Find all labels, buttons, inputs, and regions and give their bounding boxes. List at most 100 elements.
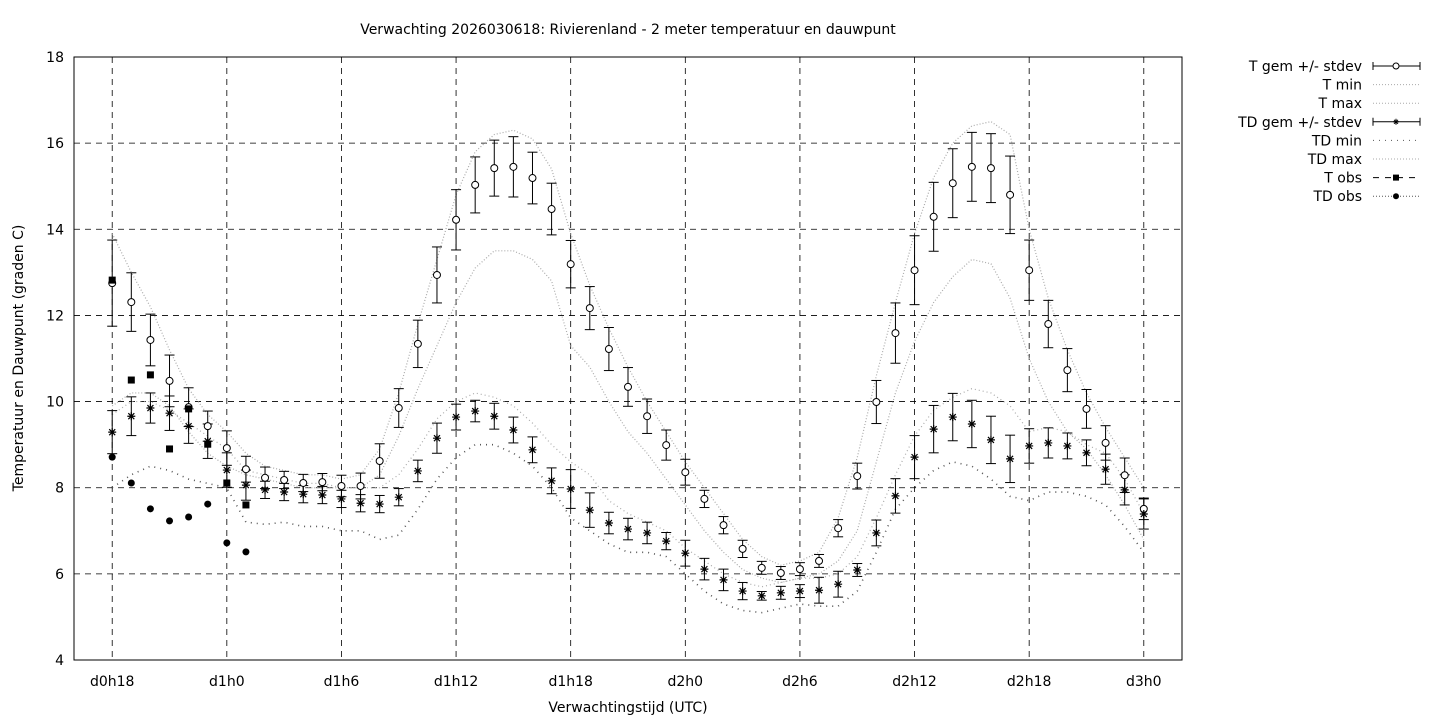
t-mean-point: [1006, 190, 1015, 199]
td-mean-point: [528, 445, 537, 454]
td-mean-point: [1006, 454, 1015, 463]
t-mean-point: [280, 475, 289, 484]
td-mean-point: [547, 476, 556, 485]
td-mean-point: [127, 412, 136, 421]
y-axis-label: Temperatuur en Dauwpunt (graden C): [11, 225, 27, 493]
t-mean-point: [719, 521, 728, 530]
legend-label: T min: [1322, 78, 1362, 94]
td-mean-point: [280, 488, 289, 497]
td-mean-point: [624, 525, 632, 534]
td-mean-point: [146, 404, 155, 413]
t-obs-point: [242, 501, 250, 509]
t-mean-point: [604, 345, 613, 354]
t-mean-point: [891, 329, 900, 338]
td-mean-point: [662, 537, 671, 546]
td-mean-point: [165, 409, 174, 418]
legend-marker: [1393, 174, 1399, 181]
td-mean-point: [337, 494, 346, 503]
t-mean-point: [127, 298, 136, 307]
y-tick-label: 14: [46, 222, 64, 238]
td-mean-point: [967, 419, 976, 428]
t-obs-point: [108, 276, 116, 284]
y-tick-label: 4: [55, 653, 64, 669]
td-mean-point: [241, 481, 250, 490]
legend-td-max: TD max: [1307, 152, 1420, 168]
td-mean-point: [356, 499, 365, 508]
td-obs-point: [204, 500, 212, 508]
legend-t-min: T min: [1322, 78, 1420, 94]
t-mean-point: [146, 335, 155, 344]
x-tick-label: d2h18: [1007, 674, 1051, 690]
td-obs-point: [108, 453, 116, 461]
t-mean-point: [299, 478, 308, 487]
legend-td-mean: TD gem +/- stdev: [1237, 115, 1421, 131]
y-tick-label: 10: [46, 395, 64, 411]
legend-t-max: T max: [1317, 96, 1420, 112]
x-tick-label: d2h0: [668, 674, 704, 690]
td-mean-point: [490, 412, 499, 421]
axis-ticks: 4 6 8 10 12 14 16 18 d0h18 d1h0 d1h6 d1h12 d1h18 d2h0…: [46, 50, 1161, 690]
td-mean-point: [986, 435, 995, 444]
td-mean-point: [910, 453, 919, 462]
td-mean-point: [834, 580, 843, 589]
legend-label: TD min: [1311, 133, 1362, 149]
legend-label: TD gem +/- stdev: [1237, 115, 1362, 131]
x-tick-label: d2h12: [892, 674, 936, 690]
legend-td-obs: TD obs: [1312, 189, 1420, 205]
legend-label: T gem +/- stdev: [1248, 59, 1362, 75]
t-mean-point: [757, 563, 766, 572]
t-mean-point: [1101, 438, 1110, 447]
t-mean-point: [471, 180, 480, 189]
x-tick-label: d1h12: [434, 674, 478, 690]
td-mean-point: [815, 586, 824, 595]
t-mean-point: [203, 422, 212, 431]
td-mean-point: [1101, 465, 1110, 474]
t-mean-point: [1063, 366, 1072, 375]
legend-t-mean: T gem +/- stdev: [1248, 59, 1421, 75]
td-obs-point: [223, 539, 231, 547]
x-tick-label: d3h0: [1126, 674, 1162, 690]
td-mean-point: [509, 425, 518, 434]
t-mean-point: [1082, 404, 1091, 413]
td-mean-point: [1082, 448, 1091, 457]
legend: T gem +/- stdev T min T max TD gem +/- stde…: [1237, 59, 1421, 205]
legend-label: TD obs: [1312, 189, 1362, 205]
t-mean-point: [681, 468, 690, 477]
t-mean-point: [872, 398, 881, 407]
td-mean-point: [1063, 441, 1072, 450]
series: [107, 120, 1149, 614]
td-mean-point: [604, 519, 613, 528]
td-mean-point: [681, 549, 690, 558]
td-mean-point: [585, 506, 594, 515]
td-mean-point: [776, 588, 785, 597]
y-tick-label: 16: [46, 136, 64, 152]
legend-label: TD max: [1307, 152, 1362, 168]
t-mean-point: [413, 339, 422, 348]
x-tick-label: d1h0: [209, 674, 245, 690]
td-mean-point: [853, 565, 862, 574]
t-mean-point: [566, 260, 575, 269]
t-mean-point: [643, 412, 652, 421]
t-mean-point: [452, 215, 461, 224]
td-mean-point: [375, 500, 384, 509]
td-mean-point: [738, 587, 747, 596]
td-obs-point: [166, 517, 174, 525]
t-mean-point: [394, 404, 403, 413]
td-mean-point: [299, 490, 308, 499]
t-mean-point: [585, 304, 594, 313]
td-mean-point: [413, 466, 422, 475]
t-obs-point: [204, 440, 212, 448]
legend-label: T obs: [1323, 171, 1362, 187]
t-mean-point: [1044, 320, 1053, 329]
td-mean-point: [394, 493, 403, 502]
td-mean-point: [184, 422, 193, 431]
td-mean-point: [929, 425, 938, 434]
legend-t-obs: T obs: [1323, 171, 1420, 187]
t-mean-point: [967, 162, 976, 171]
td-mean-point: [318, 491, 327, 500]
td-obs-point: [146, 505, 154, 513]
td-mean-point: [700, 565, 709, 574]
t-mean-point: [318, 478, 327, 487]
legend-td-min: TD min: [1311, 133, 1420, 149]
